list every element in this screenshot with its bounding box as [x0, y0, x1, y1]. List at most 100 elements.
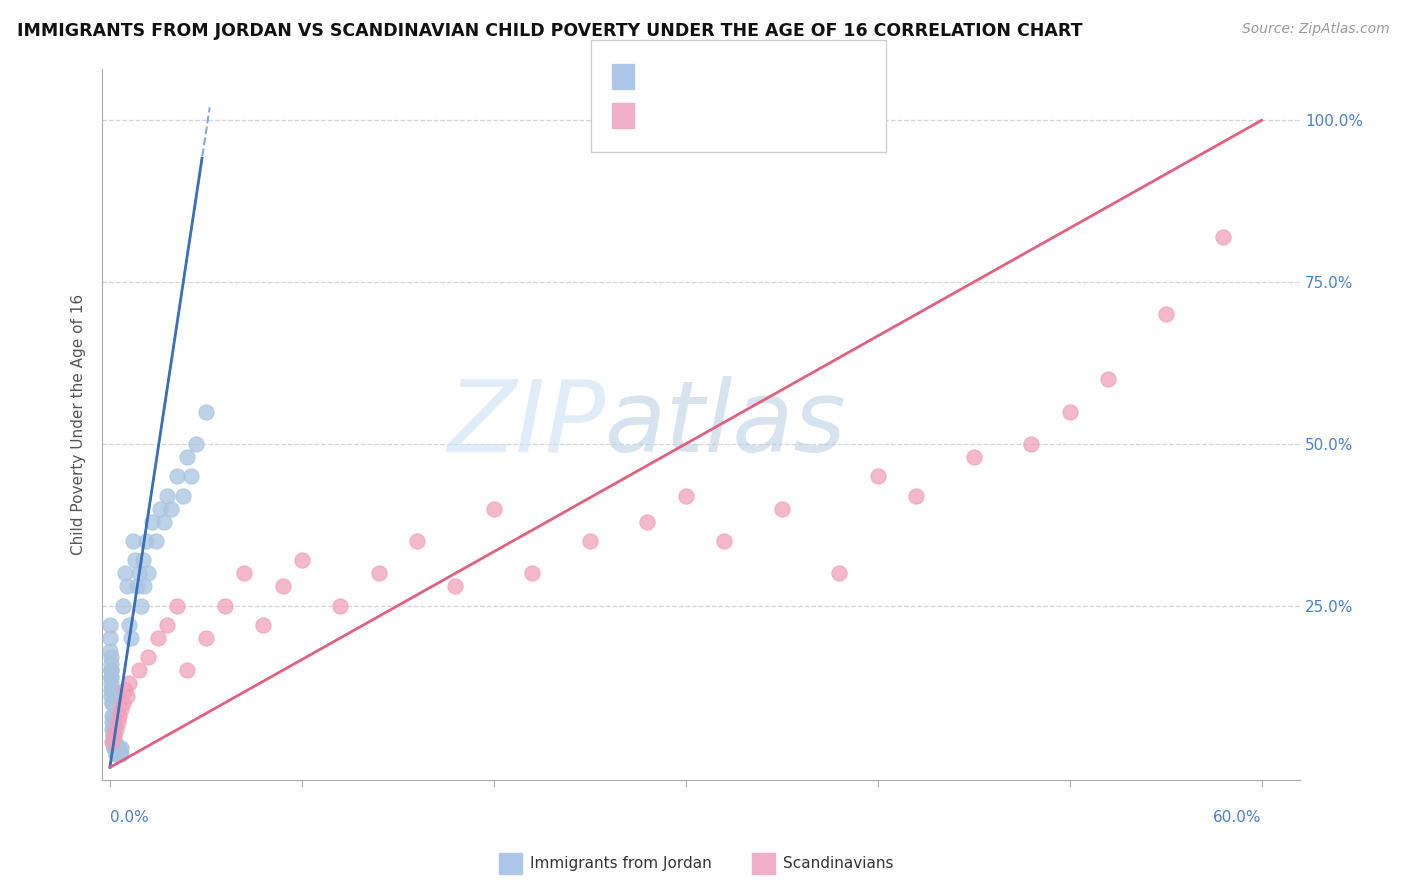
Point	[100, 670, 122, 684]
Point	[166, 599, 188, 613]
Point	[770, 501, 793, 516]
Point	[100, 664, 122, 678]
Point	[186, 437, 208, 451]
Point	[101, 682, 124, 697]
Point	[112, 599, 135, 613]
Point	[108, 741, 131, 756]
Point	[100, 682, 122, 697]
Point	[110, 747, 132, 762]
Point	[100, 657, 122, 671]
Point	[963, 450, 986, 464]
Point	[146, 631, 169, 645]
Point	[120, 631, 142, 645]
Point	[100, 696, 122, 710]
Point	[104, 741, 127, 756]
Text: 0.0%: 0.0%	[110, 810, 149, 824]
Point	[100, 676, 122, 690]
Point	[131, 553, 153, 567]
Point	[713, 533, 735, 548]
Point	[108, 708, 131, 723]
Point	[100, 618, 122, 632]
Point	[107, 741, 129, 756]
Point	[636, 515, 658, 529]
Point	[101, 715, 124, 730]
Point	[482, 501, 505, 516]
Point	[107, 715, 129, 730]
Point	[135, 533, 157, 548]
Point	[1019, 437, 1042, 451]
Point	[124, 553, 146, 567]
Point	[156, 489, 179, 503]
Point	[1097, 372, 1119, 386]
Text: IMMIGRANTS FROM JORDAN VS SCANDINAVIAN CHILD POVERTY UNDER THE AGE OF 16 CORRELA: IMMIGRANTS FROM JORDAN VS SCANDINAVIAN C…	[17, 22, 1083, 40]
Point	[112, 696, 135, 710]
Point	[233, 566, 256, 581]
Point	[101, 715, 124, 730]
Point	[179, 469, 201, 483]
Text: Scandinavians: Scandinavians	[783, 856, 894, 871]
Point	[107, 747, 129, 762]
Point	[104, 741, 127, 756]
Point	[103, 741, 125, 756]
Point	[115, 690, 138, 704]
Point	[107, 747, 129, 762]
Point	[105, 741, 128, 756]
Point	[100, 631, 122, 645]
Point	[141, 515, 163, 529]
Point	[118, 676, 141, 690]
Text: Immigrants from Jordan: Immigrants from Jordan	[530, 856, 711, 871]
Point	[160, 501, 183, 516]
Point	[578, 533, 600, 548]
Point	[1059, 404, 1081, 418]
Point	[152, 515, 174, 529]
Point	[271, 579, 294, 593]
Point	[176, 450, 198, 464]
Point	[176, 664, 198, 678]
Point	[104, 734, 127, 748]
Y-axis label: Child Poverty Under the Age of 16: Child Poverty Under the Age of 16	[72, 293, 86, 555]
Point	[122, 533, 145, 548]
Point	[522, 566, 544, 581]
Point	[149, 501, 172, 516]
Point	[406, 533, 429, 548]
Point	[367, 566, 389, 581]
Point	[100, 690, 122, 704]
Text: Source: ZipAtlas.com: Source: ZipAtlas.com	[1241, 22, 1389, 37]
Point	[101, 708, 124, 723]
Point	[105, 747, 128, 762]
Point	[103, 734, 125, 748]
Point	[101, 728, 124, 742]
Text: atlas: atlas	[606, 376, 846, 473]
Point	[329, 599, 352, 613]
Point	[104, 722, 127, 736]
Text: R = 0.644   N = 67: R = 0.644 N = 67	[648, 68, 818, 86]
Text: R = 0.573   N = 42: R = 0.573 N = 42	[648, 106, 818, 124]
Point	[1212, 229, 1234, 244]
Text: ZIP: ZIP	[447, 376, 606, 473]
Point	[866, 469, 889, 483]
Point	[134, 579, 156, 593]
Point	[125, 579, 148, 593]
Point	[110, 741, 132, 756]
Point	[828, 566, 851, 581]
Point	[252, 618, 274, 632]
Point	[101, 708, 124, 723]
Point	[110, 702, 132, 716]
Point	[905, 489, 928, 503]
Point	[214, 599, 236, 613]
Point	[291, 553, 314, 567]
Point	[115, 579, 138, 593]
Point	[101, 722, 124, 736]
Point	[114, 566, 136, 581]
Point	[114, 682, 136, 697]
Point	[136, 650, 159, 665]
Point	[103, 734, 125, 748]
Point	[128, 566, 150, 581]
Point	[101, 722, 124, 736]
Text: 60.0%: 60.0%	[1213, 810, 1261, 824]
Point	[103, 741, 125, 756]
Point	[194, 631, 217, 645]
Point	[100, 670, 122, 684]
Point	[172, 489, 194, 503]
Point	[118, 618, 141, 632]
